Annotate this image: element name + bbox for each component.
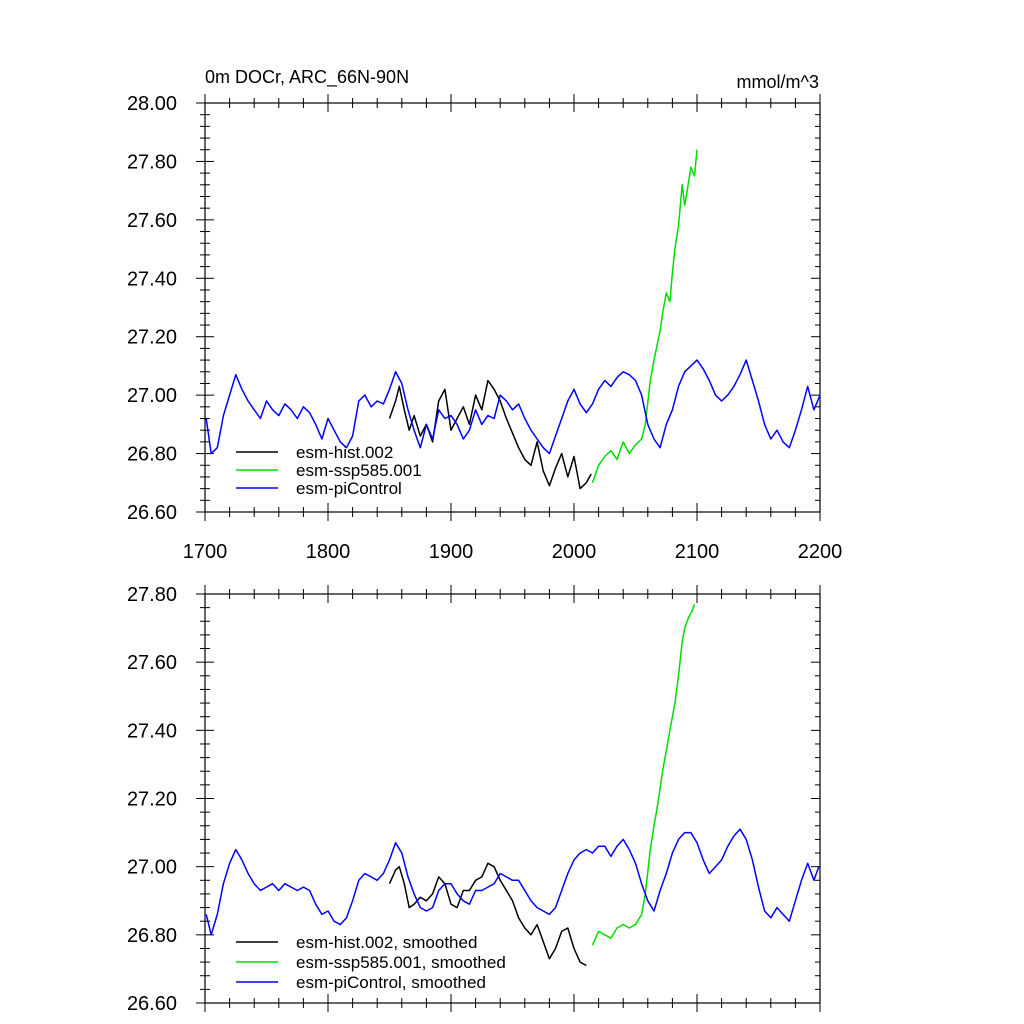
x-tick-label: 1800	[306, 541, 351, 563]
bottom-panel: 26.60 26.80 27.00 27.20 27.40 27.60 27.80 esm-h…	[127, 584, 821, 1015]
y-tick-label: 27.80	[127, 151, 177, 173]
series-line-ssp	[591, 603, 696, 946]
y-tick-label: 26.80	[127, 444, 177, 466]
legend-label-ssp: esm-ssp585.001	[296, 461, 422, 480]
y-tick-label: 26.60	[127, 502, 177, 524]
legend-label-pi: esm-piControl, smoothed	[296, 973, 486, 992]
series-line-ssp	[591, 149, 698, 484]
plot-frame	[204, 102, 821, 513]
chart-title: 0m DOCr, ARC_66N-90N	[205, 67, 409, 88]
x-tick-label: 1700	[183, 541, 228, 563]
y-tick-label: 27.00	[127, 857, 177, 879]
x-tick-label: 2100	[675, 541, 720, 563]
x-tick-label: 2200	[798, 541, 843, 563]
series-line-pi	[205, 828, 820, 936]
y-tick-label: 27.40	[127, 268, 177, 290]
x-tick-label: 2000	[552, 541, 597, 563]
series-line-pi	[205, 359, 821, 455]
y-tick-label: 27.20	[127, 327, 177, 349]
units-label: mmol/m^3	[737, 72, 819, 92]
y-tick-label: 28.00	[127, 93, 177, 115]
legend-label-hist: esm-hist.002, smoothed	[296, 933, 477, 952]
y-tick-label: 27.60	[127, 652, 177, 674]
y-tick-label: 27.80	[127, 584, 177, 606]
legend-label-ssp: esm-ssp585.001, smoothed	[296, 953, 506, 972]
y-tick-label: 27.60	[127, 210, 177, 232]
legend-label-hist: esm-hist.002	[296, 443, 393, 462]
y-tick-label: 26.80	[127, 925, 177, 947]
x-tick-label: 1900	[429, 541, 474, 563]
y-tick-label: 27.00	[127, 385, 177, 407]
y-tick-label: 26.60	[127, 993, 177, 1015]
y-tick-label: 27.40	[127, 720, 177, 742]
legend-label-pi: esm-piControl	[296, 479, 402, 498]
series-line-hist	[388, 379, 592, 490]
y-tick-label: 27.20	[127, 789, 177, 811]
top-panel: 26.60 26.80 27.00 27.20 27.40 27.60 27.80 28.00…	[127, 67, 842, 563]
